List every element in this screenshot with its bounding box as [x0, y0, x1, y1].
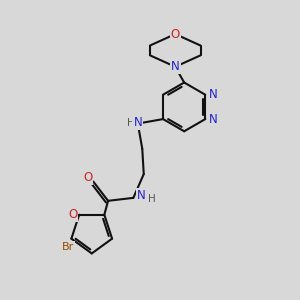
Text: Br: Br [62, 242, 74, 252]
Text: H: H [128, 118, 135, 128]
Text: N: N [171, 60, 180, 73]
Text: O: O [171, 28, 180, 40]
Text: N: N [134, 116, 142, 130]
Text: N: N [209, 88, 218, 101]
Text: N: N [209, 112, 218, 126]
Text: N: N [137, 189, 146, 202]
Text: O: O [68, 208, 77, 221]
Text: O: O [83, 171, 92, 184]
Text: H: H [148, 194, 156, 204]
